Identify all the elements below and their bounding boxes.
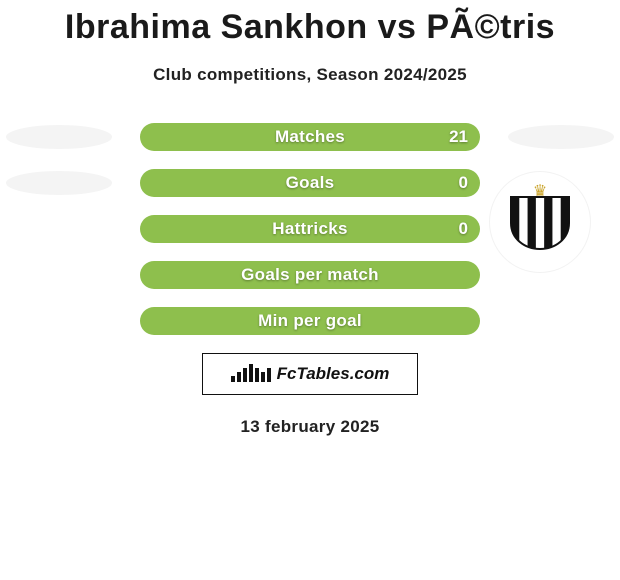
club-shield-icon: ♛	[505, 193, 575, 251]
page-title: Ibrahima Sankhon vs PÃ©tris	[0, 0, 620, 47]
fctables-bars-icon	[231, 362, 271, 387]
crown-icon: ♛	[533, 181, 547, 201]
stat-bar-wrap: Goals0	[140, 169, 480, 197]
fctables-label: FcTables.com	[277, 364, 390, 384]
stat-label: Matches	[140, 123, 480, 151]
stat-bar-wrap: Matches21	[140, 123, 480, 151]
stat-bar-wrap: Hattricks0	[140, 215, 480, 243]
stat-label: Goals per match	[140, 261, 480, 289]
stat-label: Min per goal	[140, 307, 480, 335]
stat-label: Goals	[140, 169, 480, 197]
page-date: 13 february 2025	[0, 417, 620, 437]
right-club-badge: ♛	[490, 172, 590, 272]
stat-bar-wrap: Min per goal	[140, 307, 480, 335]
footer-branding: FcTables.com	[202, 353, 418, 395]
comparison-rows: Matches21Goals0Hattricks0Goals per match…	[0, 123, 620, 335]
right-club-mark	[508, 125, 614, 149]
left-club-mark	[6, 171, 112, 195]
page-subtitle: Club competitions, Season 2024/2025	[0, 65, 620, 85]
stat-row: Min per goal	[0, 307, 620, 335]
stat-value-right: 0	[459, 169, 468, 197]
left-club-mark	[6, 125, 112, 149]
stat-value-right: 21	[449, 123, 468, 151]
stat-bar-wrap: Goals per match	[140, 261, 480, 289]
stat-label: Hattricks	[140, 215, 480, 243]
stat-value-right: 0	[459, 215, 468, 243]
